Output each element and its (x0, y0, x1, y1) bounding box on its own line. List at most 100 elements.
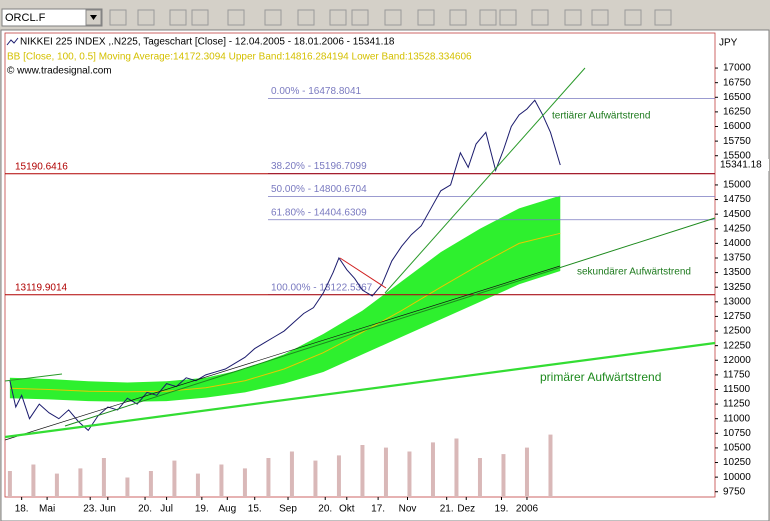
combo-arrow (90, 15, 97, 20)
x-tick-label: Sep (279, 504, 297, 515)
icon[interactable] (531, 9, 549, 26)
trend-label: sekundärer Aufwärtstrend (577, 267, 691, 278)
x-tick-label: 21. (440, 504, 454, 515)
icon[interactable] (499, 9, 517, 26)
x-tick-label: Aug (218, 504, 236, 515)
trend-line-tertiary (384, 67, 586, 294)
icon[interactable] (564, 9, 582, 26)
last-value-box (716, 159, 769, 172)
y-tick-label: 13000 (723, 296, 751, 307)
x-tick-label: 23. (83, 504, 97, 515)
line-icon (6, 37, 19, 46)
trend-label: tertiärer Aufwärtstrend (552, 111, 650, 122)
x-tick-label: 18. (15, 504, 29, 515)
icon[interactable] (351, 9, 369, 26)
indicator-line: BB [Close, 100, 0.5] Moving Average:1417… (7, 52, 472, 63)
y-tick-label: 16500 (723, 92, 751, 103)
icon[interactable] (479, 9, 497, 26)
x-tick-label: Jun (100, 504, 116, 515)
fib-label: 0.00% - 16478.8041 (271, 86, 362, 97)
y-tick-label: 11250 (723, 399, 751, 410)
icon[interactable] (417, 9, 435, 26)
trend-label: primärer Aufwärtstrend (540, 370, 661, 384)
volume-bar (501, 454, 506, 497)
volume-bar (313, 460, 318, 497)
moving-average (9, 232, 561, 393)
volume-bar (78, 468, 83, 497)
y-tick-label: 12250 (723, 340, 751, 351)
toolbar-icons (109, 9, 672, 26)
volume-bar (383, 447, 388, 497)
volume-bar (219, 464, 224, 497)
fib-label: 38.20% - 15196.7099 (271, 161, 367, 172)
y-tick-label: 13250 (723, 282, 751, 293)
icon[interactable] (329, 9, 347, 26)
y-tick-label: 12000 (723, 355, 751, 366)
y-tick-label: 14750 (723, 194, 751, 205)
icon[interactable] (137, 9, 155, 26)
volume-bar (266, 458, 271, 497)
icon[interactable] (169, 9, 187, 26)
x-tick-label: Okt (339, 504, 355, 515)
y-tick-label: 11750 (723, 370, 751, 381)
x-tick-label: Nov (399, 504, 417, 515)
y-tick-label: 16250 (723, 107, 751, 118)
x-tick-label: 15. (248, 504, 262, 515)
volume-bar (336, 455, 341, 497)
plot: 0.00% - 16478.8041 38.20% - 15196.7099 50.… (5, 86, 715, 497)
icon[interactable] (109, 9, 127, 26)
volume-bar (289, 451, 294, 497)
volume-bar (524, 447, 529, 497)
icon[interactable] (384, 9, 402, 26)
icon[interactable] (449, 9, 467, 26)
y-tick-label: 12500 (723, 326, 751, 337)
x-tick-label: 20. (138, 504, 152, 515)
volume-bar (454, 438, 459, 497)
x-tick-label: 19. (195, 504, 209, 515)
y-tick-label: 14250 (723, 223, 751, 234)
y-tick-label: 16000 (723, 121, 751, 132)
x-tick-label: 19. (495, 504, 509, 515)
last-value-label: 15341.18 (720, 160, 762, 171)
volume-bar (548, 434, 553, 497)
x-tick-label: 17. (371, 504, 385, 515)
x-tick-label: Dez (457, 504, 475, 515)
volume-bar (430, 442, 435, 497)
chart-title: NIKKEI 225 INDEX ,.N225, Tageschart [Clo… (20, 37, 395, 48)
icon[interactable] (591, 9, 609, 26)
volume-bar (7, 471, 12, 497)
trend-line-short (4, 373, 63, 382)
volume-bar (125, 477, 130, 497)
icon[interactable] (227, 9, 245, 26)
icon[interactable] (654, 9, 672, 26)
icon[interactable] (297, 9, 315, 26)
y-tick-label: 15000 (723, 180, 751, 191)
y-tick-label: 11000 (723, 413, 751, 424)
icon[interactable] (264, 9, 282, 26)
plot-area (4, 32, 716, 498)
y-tick-label: 14500 (723, 209, 751, 220)
volume-bar (477, 458, 482, 497)
volume-bar (148, 471, 153, 497)
icon[interactable] (191, 9, 209, 26)
trend-line-red (339, 257, 387, 289)
y-tick-label: 10250 (723, 457, 751, 468)
volume-bar (54, 473, 59, 497)
y-tick-label: 15500 (723, 150, 751, 161)
bollinger-band (9, 195, 561, 402)
trend-line-primary (4, 341, 716, 439)
horizontal-line-label: 15190.6416 (15, 161, 68, 172)
fib-label: 100.00% - 13122.5367 (271, 282, 373, 293)
x-tick-label: Jul (160, 504, 173, 515)
y-tick-label: 11500 (723, 384, 751, 395)
trend-line-secondary (64, 217, 716, 427)
icon[interactable] (624, 9, 642, 26)
y-tick-label: 13750 (723, 253, 751, 264)
volume-bar (242, 468, 247, 497)
symbol-combo[interactable] (1, 8, 103, 27)
y-tick-label: 17000 (723, 63, 751, 74)
horizontal-line-label: 13119.9014 (15, 282, 68, 293)
volume-bar (360, 445, 365, 497)
y-tick-label: 10750 (723, 428, 751, 439)
